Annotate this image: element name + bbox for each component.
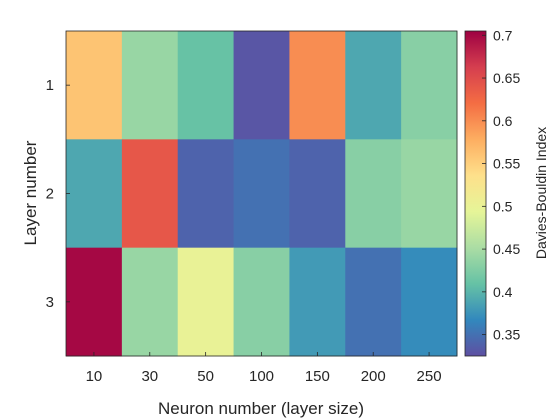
- colorbar: [464, 30, 487, 357]
- y-tick-label: 3: [46, 294, 54, 311]
- x-tick-label: 200: [361, 368, 386, 385]
- x-tick-label: 250: [417, 368, 442, 385]
- heatmap-cell: [233, 139, 290, 249]
- heatmap-cell: [289, 31, 346, 140]
- heatmap-cells: [66, 31, 458, 357]
- heatmap-cell: [233, 31, 290, 140]
- heatmap-cell: [66, 139, 123, 249]
- colorbar-label: Davies-Bouldin Index: [533, 127, 549, 259]
- y-axis-label: Layer number: [21, 140, 40, 245]
- heatmap-cell: [289, 247, 346, 357]
- x-tick-label: 30: [141, 368, 158, 385]
- heatmap-cell: [345, 31, 402, 140]
- colorbar-tick-label: 0.45: [493, 241, 520, 257]
- colorbar-ticks: 0.35 0.4 0.45 0.5 0.55 0.6 0.65 0.7: [482, 27, 520, 343]
- x-tick-label: 150: [305, 368, 330, 385]
- heatmap-cell: [401, 247, 458, 357]
- colorbar-tick-label: 0.7: [493, 27, 513, 43]
- x-axis-ticks: 10 30 50 100 150 200 250: [86, 352, 442, 385]
- colorbar-tick-label: 0.5: [493, 198, 513, 214]
- y-tick-label: 1: [46, 77, 54, 94]
- heatmap-cell: [177, 31, 235, 140]
- heatmap-cell: [345, 247, 402, 357]
- x-tick-label: 50: [197, 368, 214, 385]
- heatmap-cell: [177, 139, 235, 249]
- colorbar-tick-label: 0.6: [493, 113, 513, 129]
- heatmap-cell: [401, 139, 458, 249]
- heatmap-cell: [177, 247, 235, 357]
- heatmap-cell: [66, 247, 123, 357]
- x-tick-label: 10: [86, 368, 103, 385]
- heatmap-cell: [121, 139, 179, 249]
- heatmap-cell: [66, 31, 123, 140]
- x-tick-label: 100: [249, 368, 274, 385]
- heatmap-cell: [289, 139, 346, 249]
- heatmap-cell: [233, 247, 290, 357]
- heatmap-cell: [121, 247, 179, 357]
- colorbar-tick-label: 0.4: [493, 284, 513, 300]
- heatmap-cell: [121, 31, 179, 140]
- y-tick-label: 2: [46, 186, 54, 203]
- colorbar-tick-label: 0.35: [493, 327, 520, 343]
- heatmap-cell: [345, 139, 402, 249]
- x-axis-label: Neuron number (layer size): [158, 399, 364, 418]
- heatmap-cell: [401, 31, 458, 140]
- colorbar-tick-label: 0.55: [493, 156, 520, 172]
- colorbar-tick-label: 0.65: [493, 70, 520, 86]
- y-axis-ticks: 1 2 3: [46, 77, 70, 311]
